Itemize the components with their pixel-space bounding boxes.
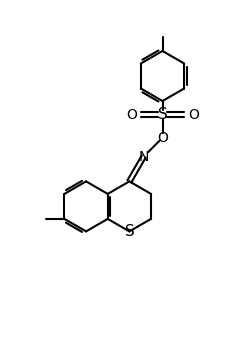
Text: S: S [158, 107, 167, 122]
Text: O: O [157, 131, 168, 145]
Text: S: S [124, 224, 134, 239]
Text: O: O [126, 108, 137, 122]
Text: N: N [139, 150, 149, 163]
Text: O: O [188, 108, 199, 122]
